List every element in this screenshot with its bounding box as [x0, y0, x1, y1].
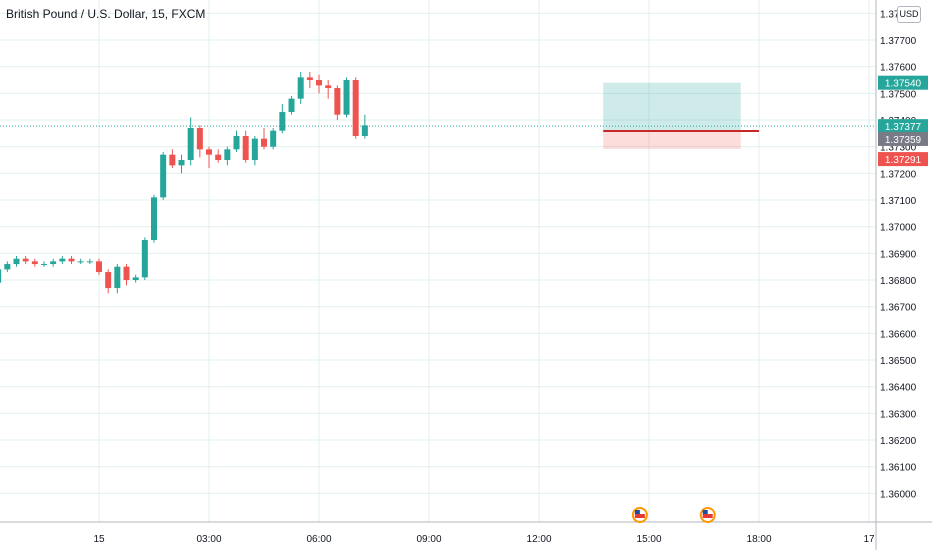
- candle-body: [279, 112, 286, 131]
- candle-body: [59, 258, 66, 262]
- candle-body: [352, 80, 359, 137]
- profit-zone: [603, 82, 741, 131]
- candle-body: [0, 269, 2, 283]
- candle-body: [178, 160, 185, 166]
- current-price-label: 1.37377: [885, 122, 922, 133]
- y-tick-label: 1.36800: [880, 276, 917, 287]
- candle-body: [196, 128, 203, 150]
- x-tick-label: 12:00: [527, 534, 552, 545]
- candle-body: [22, 258, 29, 262]
- candle-body: [4, 264, 11, 270]
- candle-body: [270, 130, 277, 147]
- candle-body: [68, 258, 75, 262]
- candle-body: [77, 261, 84, 263]
- currency-button[interactable]: USD: [897, 6, 921, 23]
- x-tick-label: 06:00: [307, 534, 332, 545]
- candle-body: [206, 149, 213, 155]
- entry-price-label: 1.37359: [885, 135, 922, 146]
- y-tick-label: 1.37300: [880, 143, 917, 154]
- candle-body: [132, 277, 139, 281]
- target-price-label: 1.37540: [885, 79, 922, 90]
- candle-body: [123, 266, 130, 281]
- y-tick-label: 1.36100: [880, 463, 917, 474]
- symbol-title: British Pound / U.S. Dollar, 15, FXCM: [6, 7, 206, 21]
- y-tick-label: 1.37700: [880, 36, 917, 47]
- entry-price-label-bg: [878, 131, 928, 146]
- candle-body: [361, 125, 368, 137]
- candle-body: [169, 154, 176, 166]
- y-tick-label: 1.37000: [880, 223, 917, 234]
- x-tick-label: 03:00: [196, 534, 221, 545]
- target-price-label-bg: [878, 75, 928, 90]
- candle-body: [13, 258, 20, 265]
- candle-body: [105, 272, 112, 289]
- y-tick-label: 1.37200: [880, 169, 917, 180]
- candle-body: [233, 136, 240, 150]
- y-tick-label: 1.36400: [880, 383, 917, 394]
- candle-body: [316, 80, 323, 86]
- candle-body: [96, 261, 102, 273]
- y-tick-label: 1.36500: [880, 356, 917, 367]
- candle-body: [141, 240, 148, 278]
- candle-body: [40, 264, 47, 266]
- candle-body: [114, 266, 121, 289]
- x-tick-label: 15: [93, 534, 105, 545]
- candle-body: [242, 136, 249, 161]
- y-tick-label: 1.36600: [880, 329, 917, 340]
- y-tick-label: 1.36200: [880, 436, 917, 447]
- candle-body: [31, 261, 38, 265]
- y-tick-label: 1.36700: [880, 303, 917, 314]
- candle-body: [86, 261, 93, 263]
- candle-body: [151, 197, 158, 241]
- candle-body: [187, 128, 194, 161]
- economic-event-icon[interactable]: [699, 507, 716, 523]
- stop-price-label-bg: [878, 152, 928, 167]
- loss-zone: [603, 130, 741, 150]
- stop-price-label: 1.37291: [885, 155, 922, 166]
- candle-body: [160, 154, 167, 198]
- x-tick-label: 09:00: [417, 534, 442, 545]
- candle-body: [334, 88, 341, 115]
- candle-body: [288, 98, 295, 113]
- x-tick-label: 17: [864, 534, 876, 545]
- x-tick-label: 15:00: [637, 534, 662, 545]
- candle-body: [261, 138, 268, 147]
- candle-body: [224, 149, 231, 161]
- y-tick-label: 1.36900: [880, 249, 917, 260]
- candle-body: [251, 138, 258, 161]
- candle-body: [297, 77, 304, 99]
- y-tick-label: 1.37100: [880, 196, 917, 207]
- y-tick-label: 1.36300: [880, 409, 917, 420]
- candle-body: [325, 85, 332, 89]
- y-tick-label: 1.37500: [880, 89, 917, 100]
- candle-body: [306, 77, 313, 81]
- candle-body: [50, 261, 57, 265]
- x-tick-label: 18:00: [747, 534, 772, 545]
- candle-body: [343, 80, 350, 115]
- y-tick-label: 1.37600: [880, 63, 917, 74]
- y-tick-label: 1.36000: [880, 489, 917, 500]
- candle-body: [215, 154, 222, 161]
- economic-event-icon[interactable]: [631, 507, 648, 523]
